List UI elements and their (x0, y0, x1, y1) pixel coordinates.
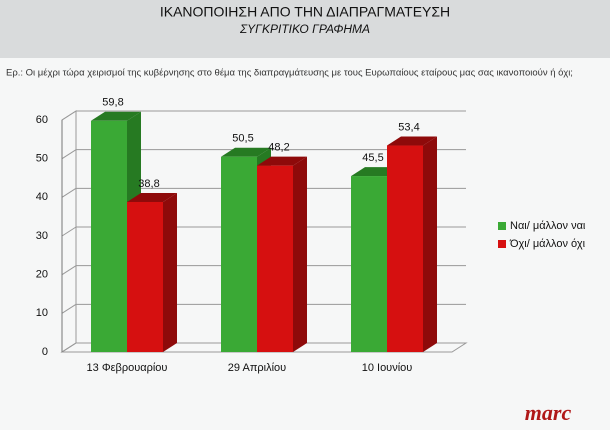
bar (387, 145, 423, 352)
grid-line (61, 149, 77, 160)
value-label: 50,5 (232, 133, 253, 145)
y-tick-label: 30 (36, 230, 48, 242)
question: Ερ.: Οι μέχρι τώρα χειρισμοί της κυβέρνη… (6, 68, 573, 79)
chart-subtitle: ΣΥΓΚΡΙΤΙΚΟ ΓΡΑΦΗΜΑ (239, 22, 370, 36)
bar (221, 156, 257, 352)
y-tick-label: 10 (36, 307, 48, 319)
grid-line (61, 187, 77, 198)
x-tick-label: 29 Απριλίου (228, 362, 286, 374)
legend-label: Ναι/ μάλλον ναι (510, 220, 586, 232)
header-band (0, 0, 610, 58)
bar-top (127, 192, 177, 202)
chart-title: ΙΚΑΝΟΠΟΙΗΣΗ ΑΠΟ ΤΗΝ ΔΙΑΠΡΑΓΜΑΤΕΥΣΗ (160, 4, 450, 20)
bar (91, 120, 127, 352)
bar-side (423, 136, 437, 352)
bar (257, 165, 293, 352)
y-tick-label: 60 (36, 114, 48, 126)
legend-swatch (498, 222, 506, 230)
value-label: 38,8 (138, 178, 159, 190)
bar-top (387, 136, 437, 146)
grid-line (61, 303, 77, 314)
y-tick-label: 40 (36, 191, 48, 203)
brand-logo: marc (525, 400, 572, 425)
value-label: 53,4 (398, 121, 419, 133)
x-tick-label: 10 Ιουνίου (362, 362, 413, 374)
bar-top (221, 147, 271, 157)
legend-swatch (498, 240, 506, 248)
y-tick-label: 0 (42, 346, 48, 358)
grid-line (61, 110, 77, 121)
y-tick-label: 20 (36, 269, 48, 281)
bar (127, 201, 163, 352)
bar-side (163, 192, 177, 352)
x-tick-label: 13 Φεβρουαρίου (87, 362, 168, 374)
grid-line (61, 226, 77, 237)
bar (351, 176, 387, 352)
bar-side (293, 156, 307, 352)
legend-label: Όχι/ μάλλον όχι (509, 238, 586, 250)
value-label: 48,2 (268, 142, 289, 154)
value-label: 45,5 (362, 152, 383, 164)
bar-top (91, 111, 141, 121)
grid-line (61, 265, 77, 276)
y-tick-label: 50 (36, 153, 48, 165)
value-label: 59,8 (102, 97, 123, 109)
bar-top (257, 156, 307, 166)
grid-line (61, 342, 77, 353)
